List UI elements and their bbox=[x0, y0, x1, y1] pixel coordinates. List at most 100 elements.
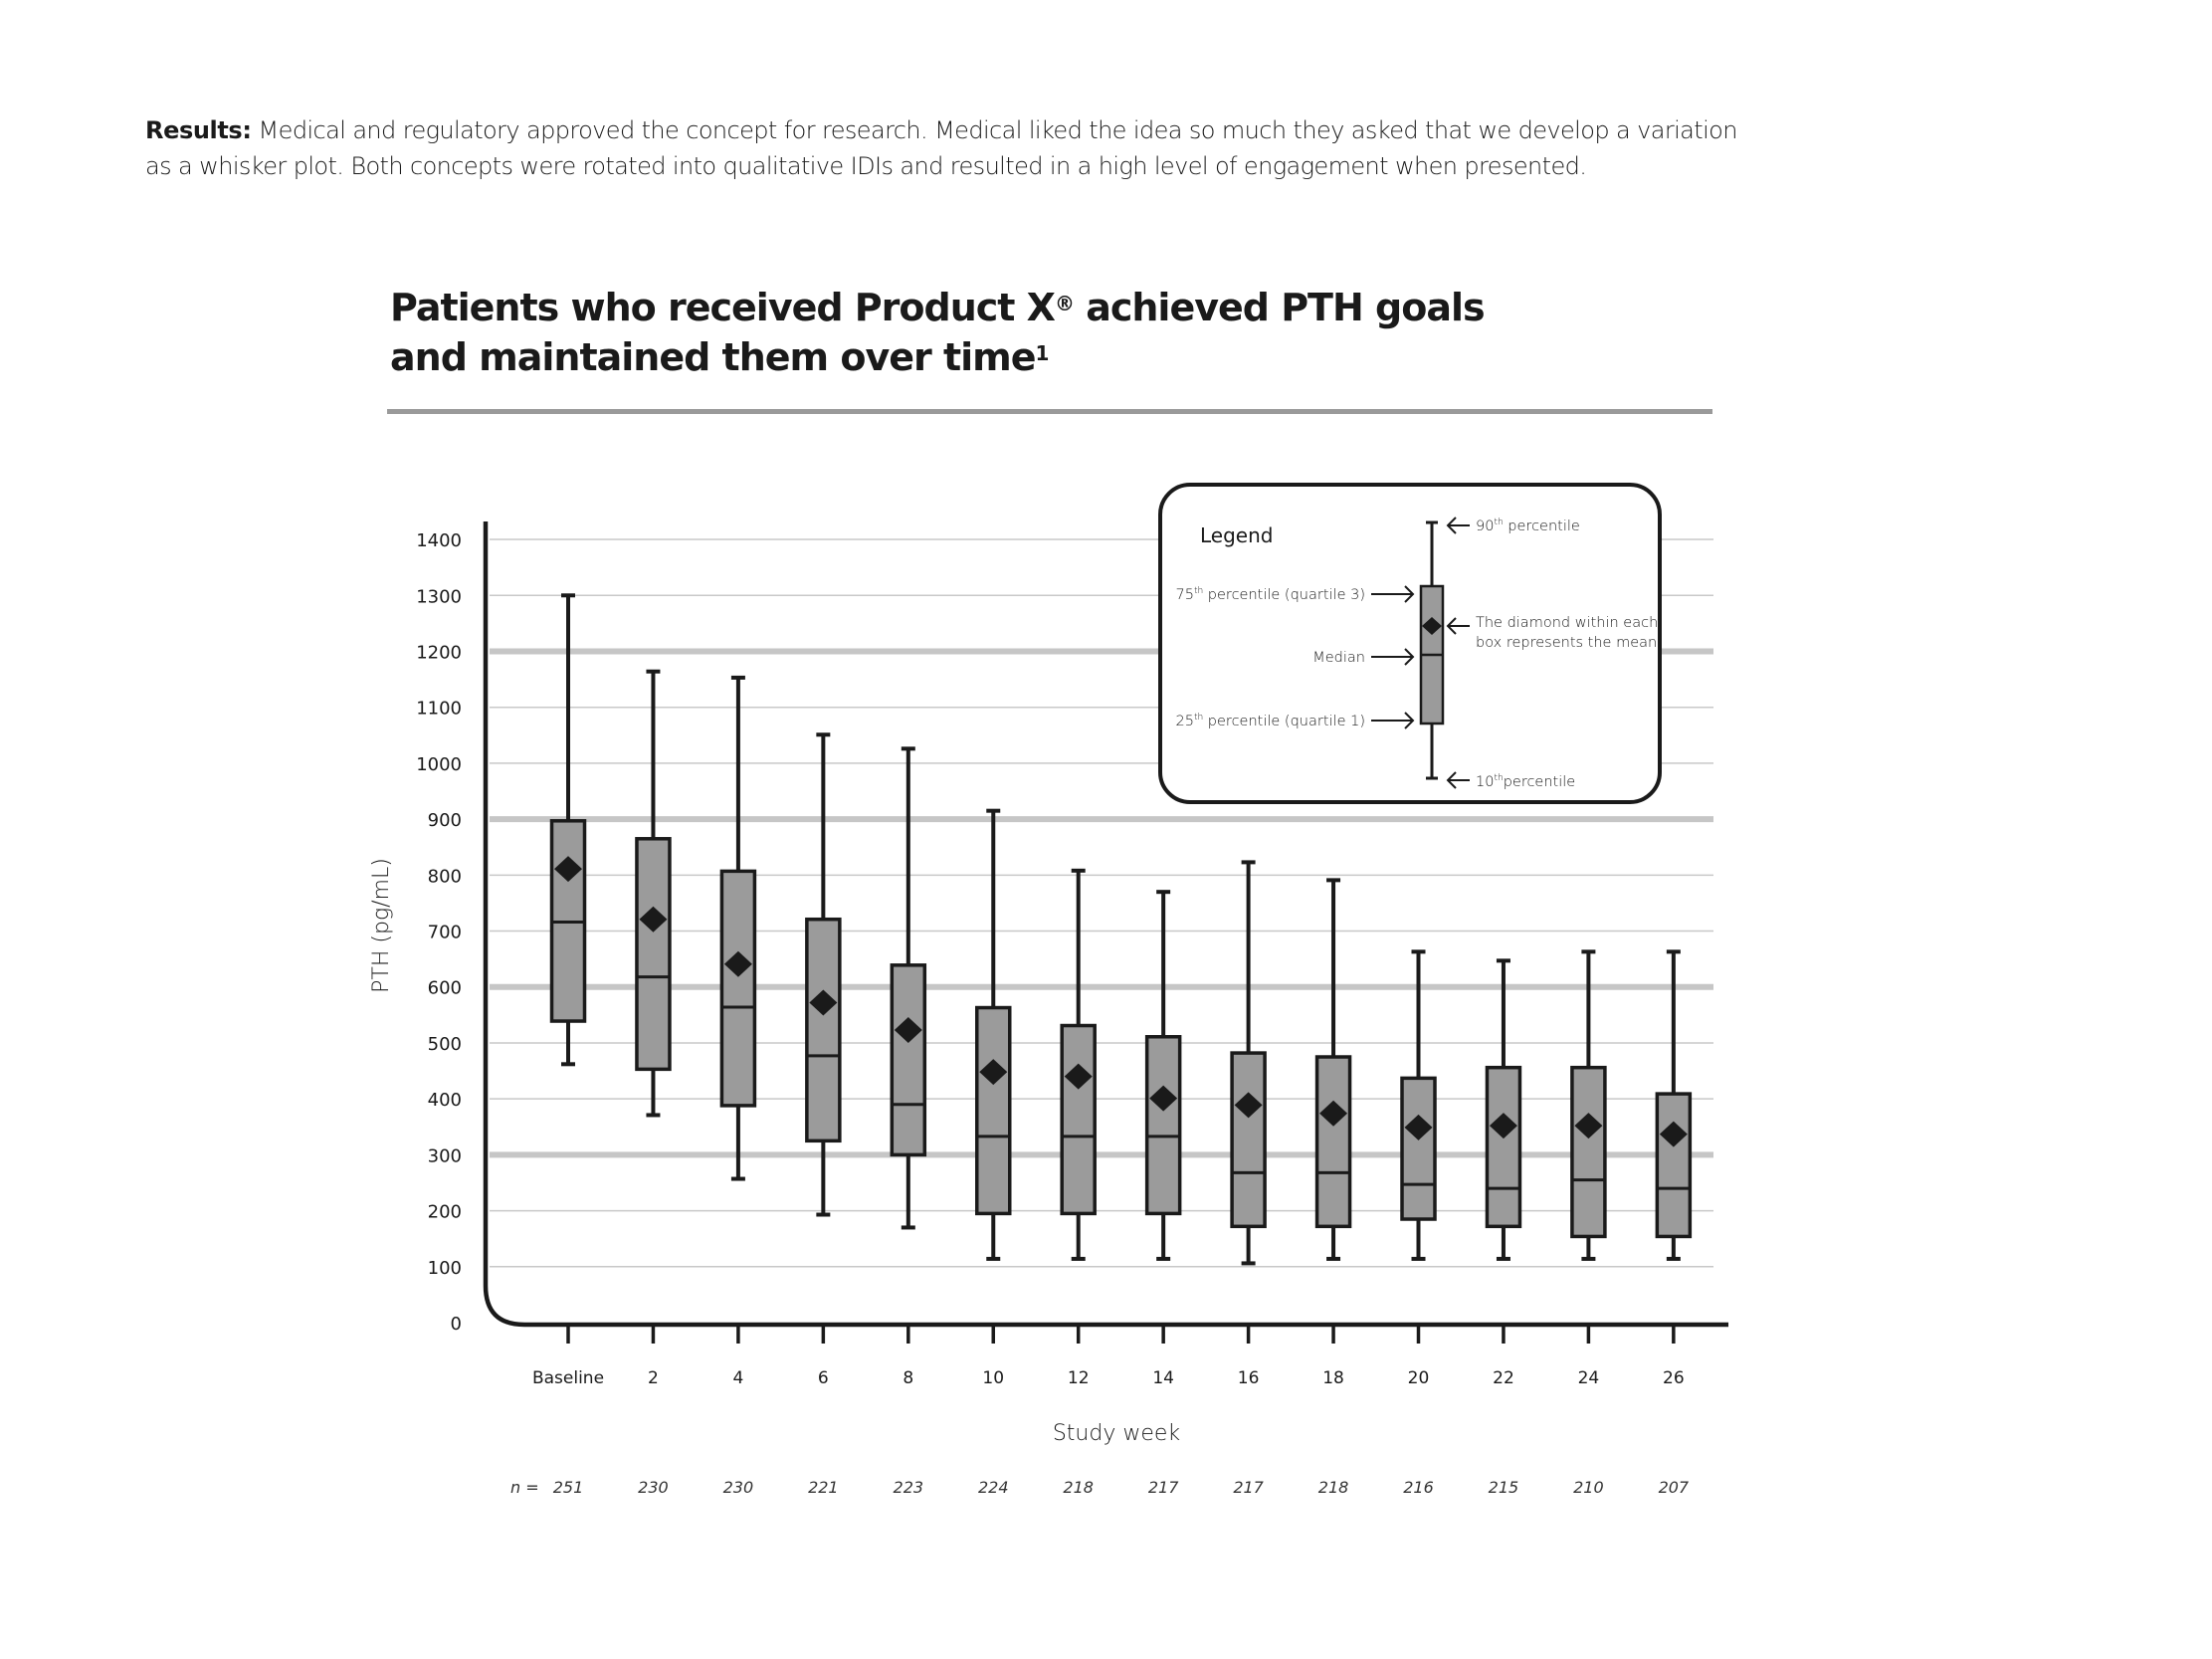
box-series bbox=[549, 593, 1693, 1266]
title-part-b: achieved PTH goals bbox=[1073, 286, 1485, 329]
box-week-baseline bbox=[549, 593, 587, 1067]
iqr-box bbox=[719, 869, 757, 1108]
mean-diamond-icon bbox=[1319, 1100, 1348, 1127]
axes-frame bbox=[483, 521, 1728, 1328]
arrow-mean-head bbox=[1446, 617, 1457, 635]
mean-diamond-icon bbox=[723, 950, 752, 977]
registered-mark: ® bbox=[1054, 292, 1075, 315]
mean-diamond-icon bbox=[554, 856, 582, 883]
y-tick-1000: 1000 bbox=[416, 754, 462, 775]
y-axis-title: PTH (pg/mL) bbox=[369, 858, 394, 993]
box-week-18 bbox=[1314, 878, 1352, 1261]
y-tick-0: 0 bbox=[451, 1314, 462, 1335]
x-tick-label-2: 2 bbox=[648, 1368, 659, 1388]
n-value: 221 bbox=[808, 1478, 839, 1497]
mean-diamond-icon bbox=[1489, 1113, 1517, 1140]
n-value: 218 bbox=[1318, 1478, 1349, 1497]
footnote-ref: 1 bbox=[1035, 341, 1050, 365]
y-tick-500: 500 bbox=[428, 1034, 462, 1055]
n-value: 218 bbox=[1063, 1478, 1094, 1497]
arrow-75th-head bbox=[1404, 585, 1415, 603]
iqr-box bbox=[1485, 1065, 1522, 1229]
iqr-box bbox=[890, 963, 927, 1157]
mean-diamond-icon bbox=[1659, 1121, 1688, 1147]
iqr-box bbox=[975, 1005, 1012, 1216]
y-tick-800: 800 bbox=[428, 866, 462, 887]
x-axis-ticks: Baseline 2 4 6 8 10 12 14 16 18 20 22 24 26 bbox=[532, 1327, 1685, 1388]
title-part-a: Patients who received Product X bbox=[390, 286, 1056, 329]
results-text-1: Medical and regulatory approved the conc… bbox=[251, 116, 1738, 144]
mean-diamond-icon bbox=[639, 906, 668, 933]
box-week-14 bbox=[1144, 890, 1182, 1261]
iqr-box bbox=[1230, 1051, 1267, 1229]
mean-diamond-icon bbox=[809, 989, 838, 1016]
iqr-box bbox=[1655, 1092, 1693, 1239]
iqr-box bbox=[1060, 1023, 1097, 1216]
n-prefix: n = bbox=[510, 1478, 539, 1497]
legend-label-25th: 25th percentile (quartile 1) bbox=[1176, 713, 1365, 729]
arrow-25th-head bbox=[1404, 712, 1415, 729]
results-lead: Results: bbox=[145, 116, 252, 144]
n-value: 230 bbox=[638, 1478, 669, 1497]
iqr-box bbox=[1570, 1065, 1607, 1239]
legend-label-75th: 75th percentile (quartile 3) bbox=[1176, 586, 1365, 603]
mean-diamond-icon bbox=[894, 1017, 922, 1044]
iqr-box bbox=[635, 837, 672, 1072]
x-tick-label-8: 8 bbox=[903, 1368, 913, 1388]
iqr-box bbox=[1144, 1035, 1182, 1216]
box-week-20 bbox=[1400, 949, 1437, 1261]
box-week-6 bbox=[805, 732, 842, 1217]
y-tick-100: 100 bbox=[428, 1258, 462, 1279]
x-tick-label-Baseline: Baseline bbox=[532, 1368, 604, 1388]
y-tick-300: 300 bbox=[428, 1145, 462, 1166]
title-part-c: and maintained them over time bbox=[390, 335, 1037, 379]
x-tick-label-10: 10 bbox=[982, 1368, 1004, 1388]
box-week-2 bbox=[635, 669, 672, 1118]
legend-label-mean-1: The diamond within each bbox=[1476, 615, 1658, 631]
chart-title: Patients who received Product X® achieve… bbox=[390, 283, 1783, 382]
legend-label-90th: 90th percentile bbox=[1476, 518, 1580, 534]
title-divider bbox=[387, 409, 1712, 414]
legend-label-mean-2: box represents the mean bbox=[1476, 635, 1657, 651]
y-tick-1100: 1100 bbox=[416, 699, 462, 720]
sample-size-row: n = 251 230 230 221 223 224 218 217 217 218 216 215 2… bbox=[510, 1478, 1690, 1497]
n-value: 230 bbox=[723, 1478, 754, 1497]
box-week-12 bbox=[1060, 868, 1097, 1261]
chart-title-line-1: Patients who received Product X® achieve… bbox=[390, 283, 1783, 332]
box-week-22 bbox=[1485, 958, 1522, 1261]
mean-diamond-icon bbox=[1064, 1063, 1093, 1090]
mean-diamond-icon bbox=[1404, 1114, 1433, 1141]
results-line-2: as a whisker plot. Both concepts were ro… bbox=[145, 152, 1587, 180]
y-axis-tick-labels: 0 100 200 300 400 500 600 700 800 900 1000 1100 1200… bbox=[416, 530, 462, 1335]
arrow-10th-head bbox=[1446, 771, 1457, 789]
x-tick-label-26: 26 bbox=[1663, 1368, 1685, 1388]
y-tick-200: 200 bbox=[428, 1202, 462, 1223]
arrow-90th-head bbox=[1446, 517, 1457, 534]
y-tick-900: 900 bbox=[428, 810, 462, 831]
arrow-median-head bbox=[1404, 648, 1415, 666]
legend-diamond-icon bbox=[1422, 617, 1442, 635]
x-tick-label-20: 20 bbox=[1408, 1368, 1430, 1388]
n-value: 224 bbox=[978, 1478, 1009, 1497]
x-tick-label-22: 22 bbox=[1493, 1368, 1514, 1388]
legend-label-10th: 10thpercentile bbox=[1476, 773, 1575, 790]
n-value: 207 bbox=[1659, 1478, 1690, 1497]
results-line-1: Results: Medical and regulatory approved… bbox=[145, 112, 1897, 148]
iqr-box bbox=[805, 917, 842, 1143]
mean-diamond-icon bbox=[1574, 1113, 1603, 1140]
x-tick-label-14: 14 bbox=[1152, 1368, 1174, 1388]
box-week-10 bbox=[975, 808, 1012, 1261]
x-tick-label-4: 4 bbox=[732, 1368, 743, 1388]
results-paragraph: Results: Medical and regulatory approved… bbox=[145, 112, 1897, 184]
n-value: 215 bbox=[1489, 1478, 1519, 1497]
n-value: 217 bbox=[1148, 1478, 1179, 1497]
box-week-16 bbox=[1230, 860, 1267, 1266]
box-week-8 bbox=[890, 746, 927, 1230]
iqr-box bbox=[1314, 1055, 1352, 1229]
y-tick-400: 400 bbox=[428, 1090, 462, 1111]
y-tick-600: 600 bbox=[428, 978, 462, 999]
legend-box: Legend 90th percentile 75th percentile (qu… bbox=[1158, 483, 1662, 804]
box-week-4 bbox=[719, 675, 757, 1181]
x-tick-label-16: 16 bbox=[1238, 1368, 1260, 1388]
chart-title-line-2: and maintained them over time1 bbox=[390, 332, 1783, 382]
